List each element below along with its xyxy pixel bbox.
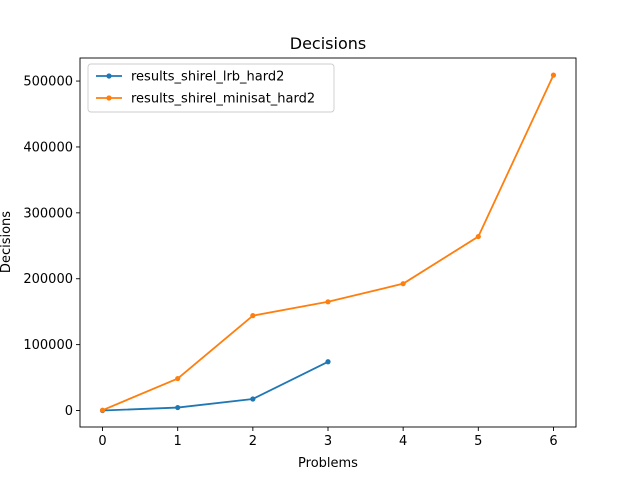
chart-title: Decisions xyxy=(290,34,366,53)
data-point-1-3 xyxy=(325,299,331,305)
x-axis-label: Problems xyxy=(298,456,358,471)
data-point-0-1 xyxy=(175,404,181,411)
legend-box xyxy=(87,63,335,113)
data-point-1-2 xyxy=(250,313,256,319)
legend-marker-1 xyxy=(106,95,112,101)
x-tick-label-1: 1 xyxy=(174,434,182,449)
x-tick-label-5: 5 xyxy=(474,434,482,449)
series-line-0 xyxy=(102,360,329,412)
x-tick-label-6: 6 xyxy=(549,434,557,449)
data-point-0-3 xyxy=(325,359,331,365)
data-point-1-0 xyxy=(99,407,106,413)
x-tick-label-0: 0 xyxy=(98,434,106,449)
legend-marker-0 xyxy=(106,73,112,79)
y-axis-label: Decisions xyxy=(0,211,14,273)
y-tick-label-1: 100000 xyxy=(23,338,73,353)
legend-label-0: results_shirel_lrb_hard2 xyxy=(131,70,284,85)
y-tick-label-4: 400000 xyxy=(23,140,73,155)
data-point-1-4 xyxy=(400,281,406,287)
y-tick-label-3: 300000 xyxy=(23,206,73,221)
x-tick-label-4: 4 xyxy=(399,434,407,449)
y-tick-label-2: 200000 xyxy=(23,272,73,287)
data-point-1-5 xyxy=(475,233,481,240)
legend-label-1: results_shirel_minisat_hard2 xyxy=(131,92,315,107)
plot-area: 0 1 2 3 4 5 6 0 100000 200000 300000 400000 500000 re… xyxy=(23,57,577,449)
data-point-1-1 xyxy=(175,375,181,382)
y-tick-label-0: 0 xyxy=(65,404,73,419)
data-point-1-6 xyxy=(550,72,557,78)
x-tick-label-2: 2 xyxy=(249,434,257,449)
x-tick-label-3: 3 xyxy=(324,434,332,449)
data-point-0-2 xyxy=(250,396,256,402)
y-tick-label-5: 500000 xyxy=(23,75,73,90)
